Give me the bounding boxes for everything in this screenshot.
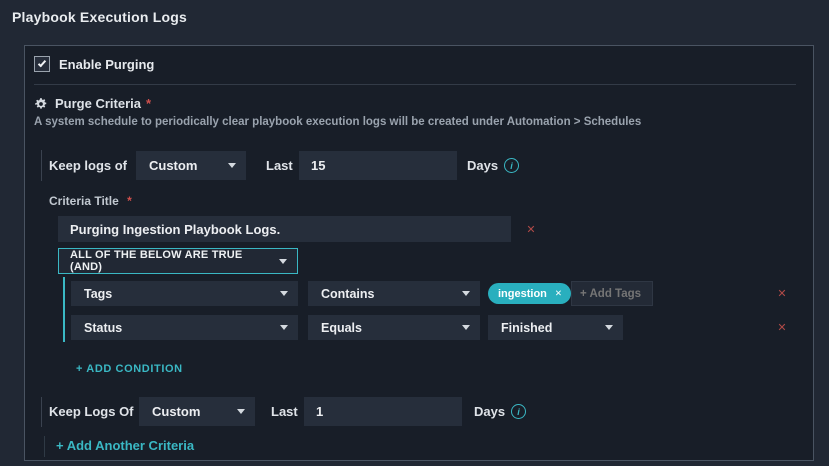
purge-settings-panel: Enable Purging Purge Criteria * A system… (24, 45, 814, 461)
condition-field-value: Status (84, 320, 123, 335)
condition-field-value: Tags (84, 286, 113, 301)
add-condition-button[interactable]: + ADD CONDITION (76, 363, 183, 375)
conditions-group-line (63, 277, 65, 342)
days-label-top: Days (467, 158, 499, 173)
caret-down-icon (462, 291, 470, 296)
keep-logs-top-days-input[interactable] (299, 151, 457, 180)
check-icon (37, 58, 47, 68)
keep-logs-top-period-value: Custom (149, 158, 198, 173)
last-label-bottom: Last (271, 404, 298, 419)
keep-logs-bottom-days-input[interactable] (304, 397, 462, 426)
caret-down-icon (605, 325, 613, 330)
last-label-top: Last (266, 158, 293, 173)
page-title: Playbook Execution Logs (12, 9, 187, 25)
tag-remove-icon[interactable]: ✕ (554, 288, 563, 298)
add-tags-input[interactable] (571, 281, 653, 306)
criteria-title-label: Criteria Title * (49, 194, 132, 208)
caret-down-icon (279, 258, 287, 264)
caret-down-icon (280, 325, 288, 330)
required-asterisk: * (145, 96, 152, 111)
info-glyph: i (517, 406, 520, 417)
purge-criteria-title: Purge Criteria (55, 96, 141, 111)
condition-value: Finished (501, 320, 553, 335)
add-another-criteria-button[interactable]: + Add Another Criteria (56, 438, 195, 453)
keep-logs-top-period-dropdown[interactable]: Custom (136, 151, 246, 180)
condition-field-dropdown[interactable]: Tags (71, 281, 298, 306)
condition-operator-dropdown[interactable]: Contains (308, 281, 480, 306)
keep-logs-bottom-label: Keep Logs Of (49, 404, 134, 419)
caret-down-icon (280, 291, 288, 296)
remove-criteria-button[interactable]: ✕ (526, 223, 536, 236)
info-icon[interactable]: i (504, 158, 519, 173)
condition-operator-dropdown[interactable]: Equals (308, 315, 480, 340)
enable-purging-row[interactable]: Enable Purging (34, 56, 154, 72)
remove-condition-button[interactable]: ✕ (777, 288, 787, 300)
criteria-title-input[interactable] (58, 216, 511, 242)
purge-criteria-description: A system schedule to periodically clear … (34, 116, 642, 128)
info-glyph: i (510, 160, 513, 171)
criteria-title-label-text: Criteria Title (49, 194, 119, 208)
row-indent-line (44, 436, 45, 457)
group-operator-dropdown[interactable]: ALL OF THE BELOW ARE TRUE (AND) (58, 248, 298, 274)
condition-value-dropdown[interactable]: Finished (488, 315, 623, 340)
keep-logs-top-label: Keep logs of (49, 158, 128, 173)
keep-logs-bottom-period-dropdown[interactable]: Custom (139, 397, 255, 426)
condition-operator-value: Contains (321, 286, 375, 301)
condition-field-dropdown[interactable]: Status (71, 315, 298, 340)
caret-down-icon (462, 325, 470, 330)
enable-purging-checkbox[interactable] (34, 56, 50, 72)
purge-criteria-heading: Purge Criteria * (34, 96, 151, 111)
condition-operator-value: Equals (321, 320, 362, 335)
section-divider (34, 84, 796, 85)
remove-condition-button[interactable]: ✕ (777, 322, 787, 334)
required-asterisk: * (127, 194, 132, 208)
caret-down-icon (228, 163, 236, 168)
keep-logs-bottom-period-value: Custom (152, 404, 201, 419)
tag-chip: ingestion ✕ (488, 283, 572, 304)
caret-down-icon (237, 409, 245, 414)
tag-chip-label: ingestion (498, 287, 547, 300)
info-icon[interactable]: i (511, 404, 526, 419)
days-label-bottom: Days (474, 404, 506, 419)
group-operator-value: ALL OF THE BELOW ARE TRUE (AND) (70, 249, 243, 273)
row-indent-line (41, 397, 42, 427)
enable-purging-label: Enable Purging (59, 56, 155, 72)
row-indent-line (41, 150, 42, 181)
gear-icon (35, 97, 47, 109)
